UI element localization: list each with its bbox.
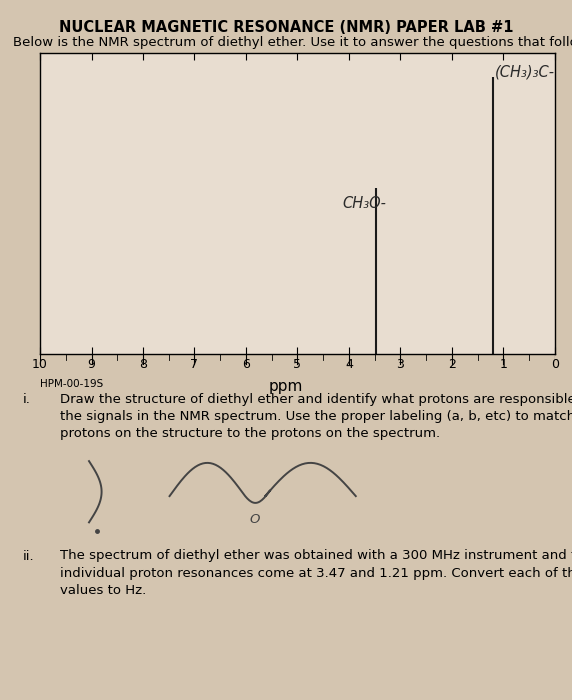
Text: ii.: ii. (23, 550, 34, 563)
Text: ppm: ppm (269, 379, 303, 394)
Text: Below is the NMR spectrum of diethyl ether. Use it to answer the questions that : Below is the NMR spectrum of diethyl eth… (13, 36, 572, 50)
Text: NUCLEAR MAGNETIC RESONANCE (NMR) PAPER LAB #1: NUCLEAR MAGNETIC RESONANCE (NMR) PAPER L… (59, 20, 513, 34)
Text: Draw the structure of diethyl ether and identify what protons are responsible fo: Draw the structure of diethyl ether and … (60, 393, 572, 440)
Text: CH₃O-: CH₃O- (343, 195, 387, 211)
Text: O: O (250, 513, 260, 526)
Text: HPM-00-19S: HPM-00-19S (40, 379, 104, 389)
Text: (CH₃)₃C-: (CH₃)₃C- (495, 64, 555, 80)
Text: i.: i. (23, 393, 31, 407)
Text: The spectrum of diethyl ether was obtained with a 300 MHz instrument and the
ind: The spectrum of diethyl ether was obtain… (60, 550, 572, 596)
